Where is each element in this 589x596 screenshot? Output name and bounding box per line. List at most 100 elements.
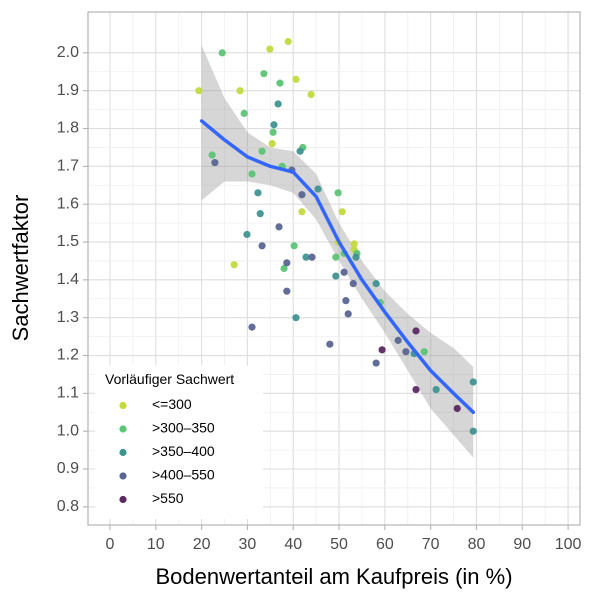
point [274, 100, 282, 108]
point [332, 272, 340, 280]
point [270, 121, 278, 129]
point [248, 323, 256, 331]
point [266, 45, 274, 53]
point [283, 259, 291, 267]
point [412, 327, 420, 335]
legend-key [119, 495, 127, 504]
point [260, 70, 268, 78]
x-tick-label: 30 [239, 536, 257, 553]
y-tick-label: 1.0 [57, 422, 79, 439]
point [298, 208, 306, 216]
point [342, 297, 350, 305]
point [349, 280, 357, 288]
point [218, 49, 226, 57]
x-tick-label: 70 [422, 536, 440, 553]
legend-key [119, 448, 127, 457]
x-axis-title: Bodenwertanteil am Kaufpreis (in %) [155, 564, 512, 589]
point [412, 385, 420, 394]
point [211, 158, 219, 167]
point [292, 75, 300, 83]
legend-label: >350–400 [152, 443, 215, 459]
point [243, 230, 251, 239]
y-tick-label: 1.9 [57, 82, 79, 99]
point [240, 109, 248, 117]
point [308, 253, 316, 261]
x-tick-label: 40 [284, 536, 302, 553]
point [280, 264, 288, 273]
x-tick-label: 20 [193, 536, 211, 553]
point [469, 378, 477, 386]
point [453, 404, 461, 413]
point [296, 147, 304, 155]
y-tick-label: 1.2 [57, 347, 79, 364]
point [275, 223, 283, 231]
legend-label: >300–350 [152, 420, 215, 436]
legend-key [119, 425, 127, 433]
legend-key [119, 401, 127, 410]
x-tick-label: 100 [555, 536, 582, 553]
y-tick-label: 1.4 [57, 271, 79, 288]
y-axis-title: Sachwertfaktor [8, 195, 33, 342]
ticks: 0 10 20 30 40 50 60 70 80 90 100 0.8 0.9 1.0 1.1 1.2 1.3… [57, 44, 582, 553]
point [338, 208, 346, 216]
point [332, 253, 340, 261]
y-tick-label: 2.0 [57, 44, 79, 61]
legend-box [95, 365, 263, 519]
point [258, 242, 266, 250]
point [230, 261, 238, 269]
smooth [199, 119, 476, 415]
x-tick-label: 0 [106, 536, 115, 553]
legend-key [119, 472, 127, 480]
x-tick-label: 10 [147, 536, 165, 553]
point [420, 348, 428, 356]
point [254, 189, 262, 197]
y-tick-label: 1.6 [57, 195, 79, 212]
legend: Vorläufiger Sachwert <=300 >300–350 >350–40… [95, 365, 263, 519]
smooth-line [199, 119, 476, 415]
x-tick-label: 80 [468, 536, 486, 553]
point [372, 359, 380, 367]
point [432, 385, 440, 394]
y-tick-label: 0.9 [57, 460, 79, 477]
point [340, 268, 348, 276]
point [372, 280, 380, 288]
point [276, 79, 284, 87]
point [334, 189, 342, 197]
legend-label: <=300 [152, 396, 192, 412]
point [344, 310, 352, 318]
point [326, 340, 334, 348]
y-tick-label: 1.1 [57, 385, 79, 402]
point [394, 336, 402, 344]
point [402, 348, 410, 356]
point [283, 287, 291, 295]
point [469, 427, 477, 435]
point [290, 242, 298, 250]
point [195, 87, 203, 95]
y-tick-label: 1.5 [57, 233, 79, 250]
y-tick-label: 1.3 [57, 309, 79, 326]
point [284, 37, 292, 46]
x-tick-label: 90 [513, 536, 531, 553]
y-tick-label: 1.7 [57, 158, 79, 175]
legend-label: >550 [152, 490, 184, 506]
grid [88, 12, 580, 525]
points [195, 37, 477, 435]
x-tick-label: 60 [376, 536, 394, 553]
y-tick-label: 1.8 [57, 120, 79, 137]
panel-border [87, 11, 581, 526]
point [208, 151, 216, 159]
point [314, 185, 322, 193]
y-tick-label: 0.8 [57, 498, 79, 515]
point [256, 210, 264, 218]
point [258, 147, 266, 155]
point [350, 240, 358, 248]
point [268, 140, 276, 148]
legend-label: >400–550 [152, 467, 215, 483]
point [269, 128, 277, 136]
x-tick-label: 50 [330, 536, 348, 553]
legend-title: Vorläufiger Sachwert [105, 371, 234, 387]
point [302, 253, 310, 261]
point [307, 90, 315, 99]
point [236, 87, 244, 95]
